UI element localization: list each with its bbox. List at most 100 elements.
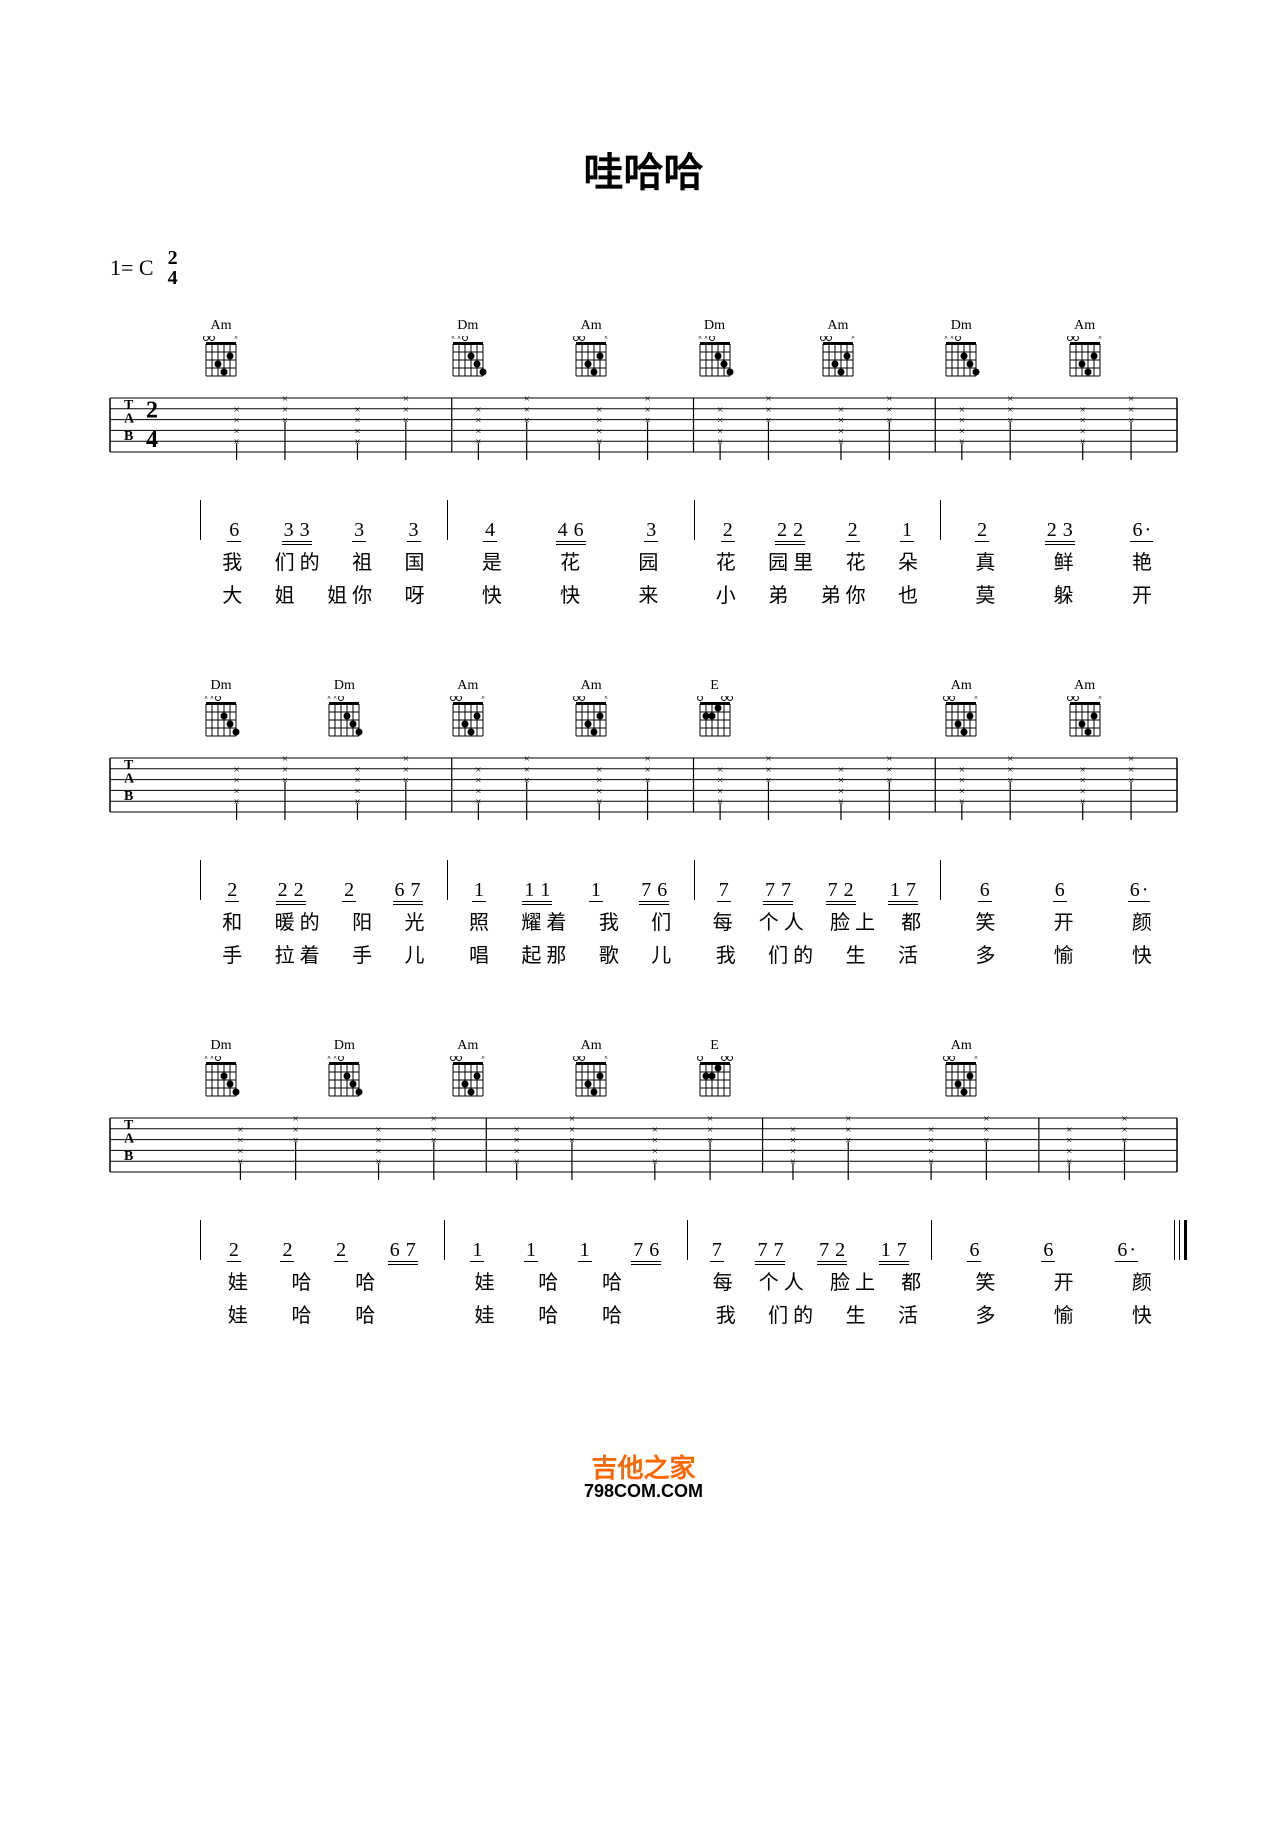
svg-text:×: × [1097,696,1102,702]
svg-text:B: B [124,429,133,444]
svg-text:×: × [950,336,955,342]
svg-text:×: × [697,336,702,342]
watermark: 吉他之家 798COM.COM [100,1448,1187,1502]
svg-text:B: B [124,789,133,804]
chord-slot: Am× [1064,678,1187,742]
chord-diagram: Am× [447,678,489,742]
tab-staff: TAB24×××××××××××××××××××××××××××××××××××… [100,390,1187,460]
svg-text:A: A [124,1132,135,1147]
chord-diagram: E [694,678,736,742]
lyric-measure: 每个 人脸 上都 [694,1266,941,1295]
chord-diagram: Dm×× [940,318,982,382]
lyric-measure: 和暖 的阳光 [200,906,447,935]
lyric-measure: 小弟弟 你也 [694,579,941,608]
chord-slot: Am× [817,318,940,382]
jianpu-measure: 22221 [695,500,942,540]
lyric-row-2: 手拉 着手儿唱起 那歌儿我们 的生活多愉快 [200,939,1187,968]
chord-slot: Dm×× [323,1038,446,1102]
svg-text:×: × [327,1056,332,1062]
svg-text:×: × [604,1056,609,1062]
system: Am×Dm××Am×Dm××Am×Dm××Am×TAB24×××××××××××… [100,318,1187,608]
svg-text:×: × [944,336,949,342]
chord-diagram: Am× [940,1038,982,1102]
chord-diagram: Dm×× [447,318,489,382]
lyric-measure: 多愉快 [940,939,1187,968]
svg-text:×: × [703,336,708,342]
svg-text:A: A [124,772,135,787]
chord-diagram: E [694,1038,736,1102]
chord-slot: Am× [447,678,570,742]
chord-diagram: Dm×× [200,678,242,742]
chord-diagram: Am× [570,1038,612,1102]
watermark-line1: 吉他之家 [100,1448,1187,1485]
lyric-measure: 我们 的生活 [694,1299,941,1328]
chord-slot: Am× [200,318,323,382]
lyric-measure: 唱起 那歌儿 [447,939,694,968]
jianpu-measure: 111176 [448,860,695,900]
svg-text:×: × [604,696,609,702]
svg-text:×: × [327,696,332,702]
tab-staff: TAB×××××××××××××××××××××××××××××××××××××… [100,750,1187,820]
key-signature: 1= C 2 4 [110,248,1187,288]
chord-slot: E [694,678,817,742]
lyric-measure: 娃哈哈 [447,1266,694,1295]
jianpu-measure: 22267 [200,1220,445,1260]
chord-slot: Dm×× [200,1038,323,1102]
svg-text:2: 2 [146,398,158,424]
jianpu-row: 2222671111767777217666· [200,860,1187,900]
time-signature: 2 4 [168,248,178,288]
song-title: 哇哈哈 [100,140,1187,198]
lyric-measure: 真鲜艳 [940,546,1187,575]
svg-text:×: × [333,1056,338,1062]
lyric-measure: 莫躲开 [940,579,1187,608]
jianpu-row: 22267111767777217666· [200,1220,1187,1260]
chord-diagram: Am× [1064,678,1106,742]
chord-row: Am×Dm××Am×Dm××Am×Dm××Am× [200,318,1187,386]
chord-diagram: Dm×× [200,1038,242,1102]
chord-slot: E [694,1038,817,1102]
page: 哇哈哈 1= C 2 4 Am×Dm××Am×Dm××Am×Dm××Am×TAB… [0,0,1287,1582]
jianpu-measure: 7777217 [688,1220,932,1260]
svg-text:×: × [204,696,209,702]
chord-diagram: Dm×× [323,678,365,742]
lyric-measure: 我们 的祖国 [200,546,447,575]
chord-slot: Am× [447,1038,570,1102]
chord-slot: Dm×× [323,678,446,742]
jianpu-measure: 7777217 [695,860,942,900]
svg-text:×: × [851,336,856,342]
systems-container: Am×Dm××Am×Dm××Am×Dm××Am×TAB24×××××××××××… [100,318,1187,1328]
chord-diagram: Am× [570,318,612,382]
jianpu-measure: 666· [932,1220,1176,1260]
svg-text:×: × [333,696,338,702]
chord-slot: Am× [1064,318,1187,382]
svg-text:T: T [124,1118,134,1133]
lyric-measure: 快快来 [447,579,694,608]
lyric-measure: 花园 里花朵 [694,546,941,575]
svg-text:T: T [124,758,134,773]
svg-text:×: × [480,1056,485,1062]
chord-slot: Am× [570,678,693,742]
svg-text:B: B [124,1149,133,1164]
lyric-measure: 照耀 着我们 [447,906,694,935]
lyric-measure: 我们 的生活 [694,939,941,968]
svg-text:×: × [604,336,609,342]
jianpu-measure: 666· [941,860,1187,900]
svg-text:T: T [124,398,134,413]
lyric-measure: 手拉 着手儿 [200,939,447,968]
lyric-measure: 娃哈哈 [200,1266,447,1295]
chord-slot: Am× [570,318,693,382]
lyric-row-1: 娃哈哈娃哈哈每个 人脸 上都笑开颜 [200,1266,1187,1295]
jianpu-measure: 11176 [445,1220,689,1260]
svg-text:×: × [234,336,239,342]
system: Dm××Dm××Am×Am×EAm×TAB×××××××××××××××××××… [100,1038,1187,1328]
lyric-measure: 每个 人脸 上都 [694,906,941,935]
chord-row: Dm××Dm××Am×Am×EAm× [200,1038,1187,1106]
chord-slot: Am× [940,1038,1063,1102]
chord-slot: Dm×× [447,318,570,382]
jianpu-measure: 2236· [941,500,1187,540]
lyric-row-2: 大姐姐 你呀快快来小弟弟 你也莫躲开 [200,579,1187,608]
tab-staff: TAB×××××××××××××××××××××××××××××××××××××… [100,1110,1187,1180]
jianpu-row: 633334463222212236· [200,500,1187,540]
svg-text:4: 4 [146,427,158,453]
svg-text:×: × [456,336,461,342]
